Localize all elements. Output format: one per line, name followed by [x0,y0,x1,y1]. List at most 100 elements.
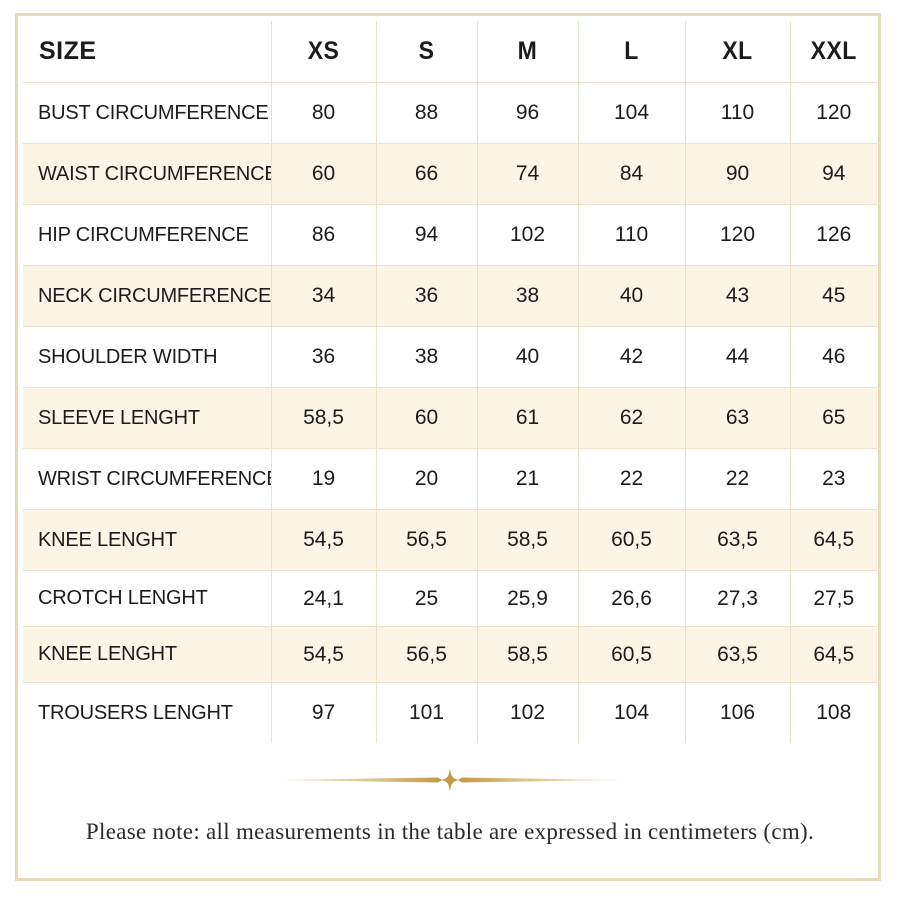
cell-value: 54,5 [270,626,376,683]
header-size-xxl: XXL [793,21,874,83]
cell-value: 64,5 [789,509,877,571]
table-row: KNEE LENGHT 54,5 56,5 58,5 60,5 63,5 64,… [23,626,877,683]
cell-value: 104 [577,82,685,144]
cell-value: 97 [270,682,376,743]
table-row: TROUSERS LENGHT 97 101 102 104 106 108 [23,682,877,743]
cell-value: 62 [577,387,685,449]
cell-value: 60 [375,387,477,449]
table-row: NECK CIRCUMFERENCE 34 36 38 40 43 45 [23,265,877,327]
table-row: SHOULDER WIDTH 36 38 40 42 44 46 [23,326,877,388]
row-label: CROTCH LENGHT [23,570,271,627]
cell-value: 101 [375,682,477,743]
table-row: BUST CIRCUMFERENCE 80 88 96 104 110 120 [23,82,877,144]
cell-value: 23 [789,448,877,510]
cell-value: 58,5 [476,509,578,571]
cell-value: 20 [375,448,477,510]
cell-value: 96 [476,82,578,144]
cell-value: 58,5 [476,626,578,683]
table-body: BUST CIRCUMFERENCE 80 88 96 104 110 120 … [23,82,877,743]
cell-value: 80 [270,82,376,144]
cell-value: 44 [684,326,790,388]
row-label: WAIST CIRCUMFERENCE [23,143,271,205]
cell-value: 66 [375,143,477,205]
row-label: NECK CIRCUMFERENCE [23,265,271,327]
cell-value: 40 [577,265,685,327]
cell-value: 63,5 [684,626,790,683]
cell-value: 58,5 [270,387,376,449]
measurement-note: Please note: all measurements in the tab… [85,819,815,844]
cell-value: 38 [375,326,477,388]
cell-value: 27,5 [789,570,877,627]
table-row: HIP CIRCUMFERENCE 86 94 102 110 120 126 [23,204,877,266]
cell-value: 63 [684,387,790,449]
cell-value: 110 [577,204,685,266]
cell-value: 102 [476,204,578,266]
cell-value: 34 [270,265,376,327]
row-label: HIP CIRCUMFERENCE [23,204,271,266]
cell-value: 90 [684,143,790,205]
cell-value: 40 [476,326,578,388]
cell-value: 120 [684,204,790,266]
cell-value: 56,5 [375,626,477,683]
cell-value: 42 [577,326,685,388]
header-size-m: M [480,21,574,83]
header-size-l: L [581,21,681,83]
cell-value: 25 [375,570,477,627]
cell-value: 94 [789,143,877,205]
cell-value: 38 [476,265,578,327]
cell-value: 46 [789,326,877,388]
cell-value: 65 [789,387,877,449]
cell-value: 24,1 [270,570,376,627]
cell-value: 36 [270,326,376,388]
cell-value: 60 [270,143,376,205]
cell-value: 43 [684,265,790,327]
cell-value: 25,9 [476,570,578,627]
cell-value: 26,6 [577,570,685,627]
table-row: WAIST CIRCUMFERENCE 60 66 74 84 90 94 [23,143,877,205]
cell-value: 56,5 [375,509,477,571]
cell-value: 106 [684,682,790,743]
gold-star-divider-icon [272,768,628,792]
cell-value: 45 [789,265,877,327]
cell-value: 84 [577,143,685,205]
size-chart-table: SIZE XS S M L XL XXL BUST CIRCUMFERENCE … [23,21,877,743]
table-row: SLEEVE LENGHT 58,5 60 61 62 63 65 [23,387,877,449]
cell-value: 110 [684,82,790,144]
cell-value: 60,5 [577,626,685,683]
cell-value: 102 [476,682,578,743]
cell-value: 64,5 [789,626,877,683]
header-size-xs: XS [274,21,372,83]
table-row: CROTCH LENGHT 24,1 25 25,9 26,6 27,3 27,… [23,570,877,627]
cell-value: 88 [375,82,477,144]
cell-value: 61 [476,387,578,449]
cell-value: 120 [789,82,877,144]
cell-value: 36 [375,265,477,327]
row-label: BUST CIRCUMFERENCE [23,82,271,144]
row-label: SLEEVE LENGHT [23,387,271,449]
cell-value: 63,5 [684,509,790,571]
cell-value: 94 [375,204,477,266]
header-size-xl: XL [688,21,786,83]
cell-value: 86 [270,204,376,266]
table-row: KNEE LENGHT 54,5 56,5 58,5 60,5 63,5 64,… [23,509,877,571]
cell-value: 22 [577,448,685,510]
row-label: TROUSERS LENGHT [38,701,233,724]
table-row: WRIST CIRCUMFERENCE 19 20 21 22 22 23 [23,448,877,510]
table-header-row: SIZE XS S M L XL XXL [23,21,877,83]
cell-value: 19 [270,448,376,510]
header-size-label: SIZE [23,21,271,83]
row-label: KNEE LENGHT [23,626,271,683]
cell-value: 126 [789,204,877,266]
cell-value: 104 [577,682,685,743]
cell-value: 21 [476,448,578,510]
cell-value: 74 [476,143,578,205]
cell-value: 60,5 [577,509,685,571]
cell-value: 54,5 [270,509,376,571]
cell-value: 108 [789,682,877,743]
row-label: SHOULDER WIDTH [23,326,271,388]
header-size-s: S [379,21,473,83]
row-label: KNEE LENGHT [23,509,271,571]
cell-value: 22 [684,448,790,510]
cell-value: 27,3 [684,570,790,627]
row-label: WRIST CIRCUMFERENCE [23,448,271,510]
